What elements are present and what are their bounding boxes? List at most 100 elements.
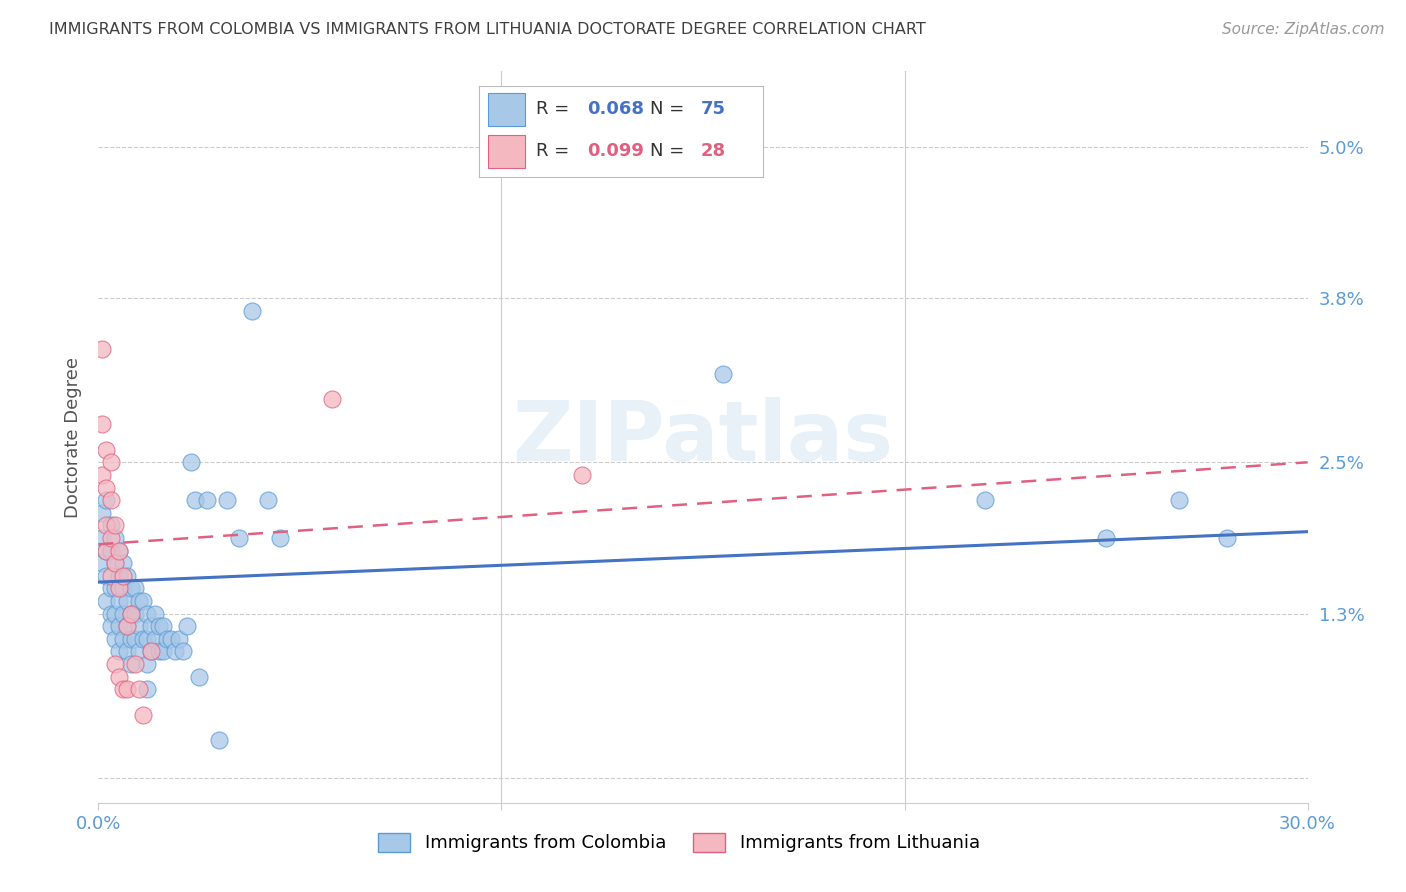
Point <box>152 644 174 658</box>
Point <box>107 543 129 558</box>
Point <box>115 619 138 633</box>
Point <box>120 582 142 596</box>
Point <box>100 531 122 545</box>
Point <box>91 531 114 545</box>
Point <box>132 707 155 722</box>
Point <box>124 582 146 596</box>
Legend: Immigrants from Colombia, Immigrants from Lithuania: Immigrants from Colombia, Immigrants fro… <box>370 826 987 860</box>
Point <box>100 455 122 469</box>
Point <box>128 682 150 697</box>
Point <box>217 493 239 508</box>
Point <box>96 543 118 558</box>
Point <box>100 518 122 533</box>
Point <box>128 644 150 658</box>
Point <box>103 556 125 570</box>
Point <box>148 644 170 658</box>
Point <box>115 619 138 633</box>
Point <box>91 342 114 356</box>
Point <box>120 607 142 621</box>
Point <box>1167 493 1189 508</box>
Point <box>96 569 118 583</box>
Point <box>91 506 114 520</box>
Point <box>711 367 734 381</box>
Point <box>148 619 170 633</box>
Point <box>103 518 125 533</box>
Point <box>96 594 118 608</box>
Point <box>91 417 114 432</box>
Point <box>156 632 179 646</box>
Point <box>135 657 157 671</box>
Point <box>115 682 138 697</box>
Point <box>111 632 134 646</box>
Point <box>228 531 250 545</box>
Point <box>111 607 134 621</box>
Point <box>120 632 142 646</box>
Point <box>107 543 129 558</box>
Point <box>107 582 129 596</box>
Point <box>111 556 134 570</box>
Point <box>128 594 150 608</box>
Point <box>132 632 155 646</box>
Point <box>124 632 146 646</box>
Point <box>107 594 129 608</box>
Point <box>135 682 157 697</box>
Point <box>160 632 183 646</box>
Point <box>256 493 278 508</box>
Point <box>96 518 118 533</box>
Point <box>107 569 129 583</box>
Point <box>1216 531 1239 545</box>
Text: IMMIGRANTS FROM COLOMBIA VS IMMIGRANTS FROM LITHUANIA DOCTORATE DEGREE CORRELATI: IMMIGRANTS FROM COLOMBIA VS IMMIGRANTS F… <box>49 22 927 37</box>
Point <box>103 632 125 646</box>
Point <box>152 619 174 633</box>
Point <box>143 607 166 621</box>
Point <box>103 556 125 570</box>
Point <box>96 493 118 508</box>
Point <box>111 569 134 583</box>
Point <box>107 619 129 633</box>
Point <box>128 619 150 633</box>
Point <box>124 607 146 621</box>
Point <box>100 569 122 583</box>
Point <box>100 543 122 558</box>
Point <box>167 632 190 646</box>
Point <box>115 644 138 658</box>
Point <box>96 442 118 457</box>
Point <box>184 493 207 508</box>
Point <box>91 467 114 482</box>
Point <box>111 582 134 596</box>
Point <box>172 644 194 658</box>
Point <box>135 607 157 621</box>
Point <box>100 582 122 596</box>
Point <box>100 493 122 508</box>
Point <box>111 682 134 697</box>
Point <box>974 493 997 508</box>
Point <box>103 657 125 671</box>
Point <box>188 670 211 684</box>
Point <box>143 632 166 646</box>
Point <box>132 594 155 608</box>
Point <box>321 392 343 407</box>
Y-axis label: Doctorate Degree: Doctorate Degree <box>65 357 83 517</box>
Point <box>195 493 218 508</box>
Point <box>269 531 291 545</box>
Point <box>208 732 231 747</box>
Text: ZIPatlas: ZIPatlas <box>513 397 893 477</box>
Point <box>135 632 157 646</box>
Point <box>107 644 129 658</box>
Point <box>120 657 142 671</box>
Point <box>176 619 198 633</box>
Point <box>139 619 162 633</box>
Point <box>240 304 263 318</box>
Point <box>100 619 122 633</box>
Point <box>124 657 146 671</box>
Point <box>1095 531 1118 545</box>
Point <box>103 582 125 596</box>
Text: Source: ZipAtlas.com: Source: ZipAtlas.com <box>1222 22 1385 37</box>
Point <box>96 481 118 495</box>
Point <box>139 644 162 658</box>
Point <box>163 644 186 658</box>
Point <box>180 455 202 469</box>
Point <box>103 531 125 545</box>
Point <box>96 543 118 558</box>
Point <box>115 569 138 583</box>
